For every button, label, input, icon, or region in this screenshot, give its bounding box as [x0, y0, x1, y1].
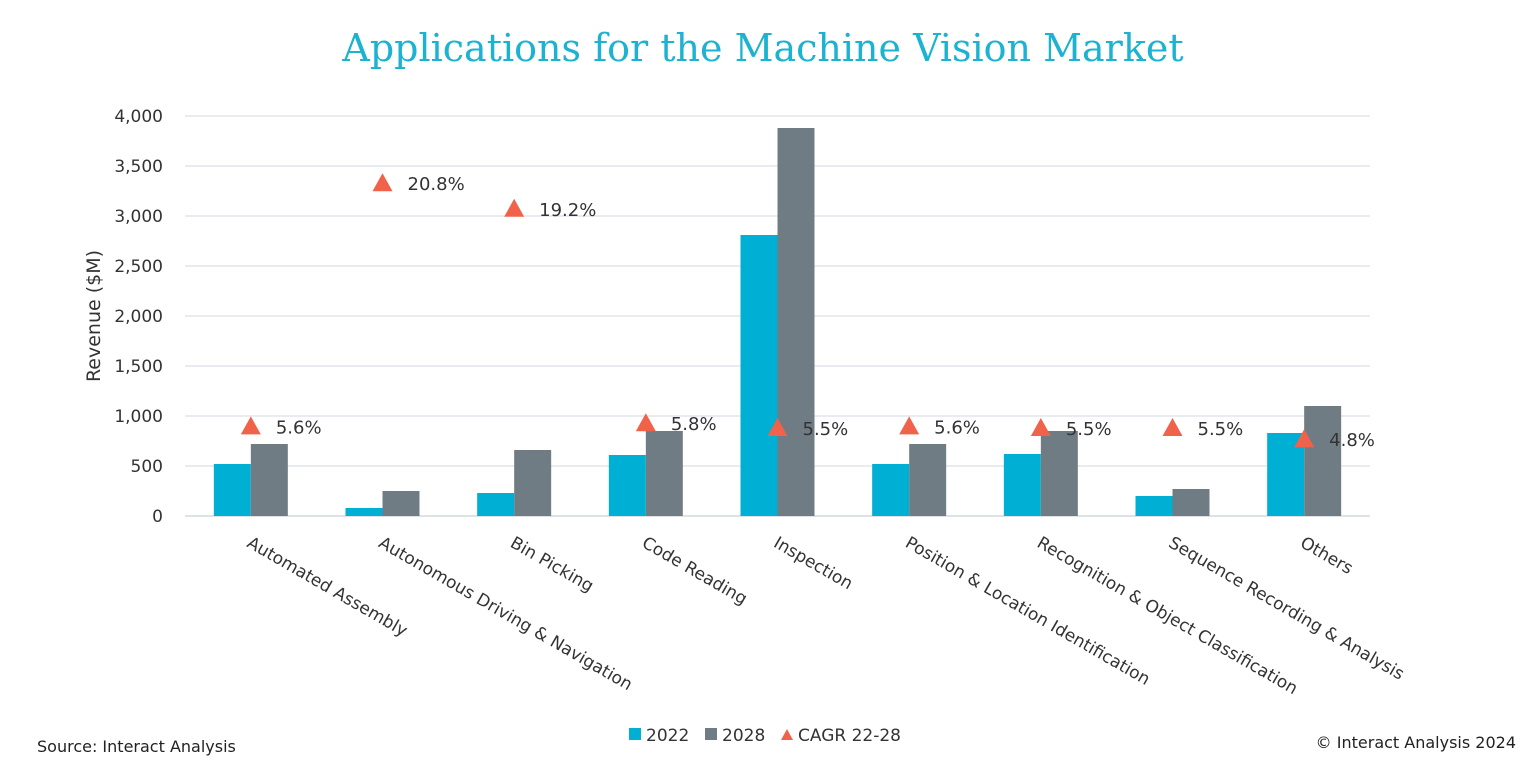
cagr-label: 5.6% — [276, 417, 322, 438]
cagr-marker — [767, 418, 788, 436]
bar-2022 — [213, 464, 251, 516]
bar-2022 — [345, 508, 383, 516]
cagr-label: 20.8% — [408, 174, 465, 195]
source-note: Source: Interact Analysis — [37, 737, 236, 756]
y-tick-label: 2,000 — [114, 307, 163, 327]
copyright-note: © Interact Analysis 2024 — [1315, 733, 1516, 752]
y-tick-label: 4,000 — [114, 107, 163, 127]
bar-2028 — [382, 491, 420, 516]
cagr-label: 4.8% — [1329, 430, 1375, 451]
x-tick-label: Recognition & Object Classification — [1033, 533, 1301, 699]
y-tick-label: 3,000 — [114, 207, 163, 227]
bar-2022 — [872, 464, 910, 516]
cagr-marker — [1162, 418, 1183, 436]
legend-label: CAGR 22-28 — [798, 726, 901, 746]
x-tick-label: Autonomous Driving & Navigation — [375, 533, 636, 695]
x-tick-label: Inspection — [770, 533, 856, 594]
cagr-marker — [372, 173, 393, 192]
cagr-label: 19.2% — [539, 200, 596, 221]
bar-2022 — [1003, 454, 1041, 516]
y-axis-label: Revenue ($M) — [83, 250, 105, 382]
bar-2028 — [645, 431, 683, 516]
chart-title: Applications for the Machine Vision Mark… — [342, 26, 1184, 70]
bar-2028 — [514, 450, 552, 516]
bar-2022 — [477, 493, 515, 516]
legend-label: 2022 — [646, 726, 689, 746]
y-tick-label: 500 — [131, 457, 163, 477]
cagr-marker — [1030, 418, 1051, 436]
bar-2028 — [1172, 489, 1210, 516]
cagr-marker — [635, 413, 656, 432]
bar-2022 — [740, 235, 778, 516]
bar-2028 — [250, 444, 288, 516]
cagr-marker — [899, 416, 920, 435]
x-tick-label: Bin Picking — [507, 533, 597, 597]
x-tick-label: Position & Location Identification — [902, 533, 1154, 690]
y-tick-label: 3,500 — [114, 157, 163, 177]
y-tick-label: 2,500 — [114, 257, 163, 277]
y-tick-label: 0 — [152, 507, 163, 527]
legend-marker-cagr — [781, 729, 793, 740]
cagr-marker — [1294, 429, 1315, 448]
bar-2028 — [909, 444, 947, 516]
cagr-label: 5.8% — [671, 414, 717, 435]
cagr-marker — [240, 416, 261, 435]
bar-2022 — [1135, 496, 1173, 516]
bar-2022 — [608, 455, 646, 516]
y-tick-label: 1,000 — [114, 407, 163, 427]
bar-2028 — [1040, 431, 1078, 516]
bar-2028 — [1304, 406, 1342, 516]
legend-label: 2028 — [722, 726, 765, 746]
legend-swatch-2022 — [629, 728, 641, 740]
x-tick-label: Others — [1297, 533, 1357, 579]
cagr-label: 5.5% — [803, 419, 849, 440]
cagr-label: 5.5% — [1198, 419, 1244, 440]
cagr-label: 5.6% — [934, 417, 980, 438]
bar-2028 — [777, 128, 815, 516]
cagr-label: 5.5% — [1066, 419, 1112, 440]
x-tick-label: Code Reading — [638, 533, 750, 609]
cagr-marker — [504, 198, 525, 217]
legend-swatch-2028 — [705, 728, 717, 740]
x-tick-label: Sequence Recording & Analysis — [1165, 533, 1408, 685]
y-tick-label: 1,500 — [114, 357, 163, 377]
